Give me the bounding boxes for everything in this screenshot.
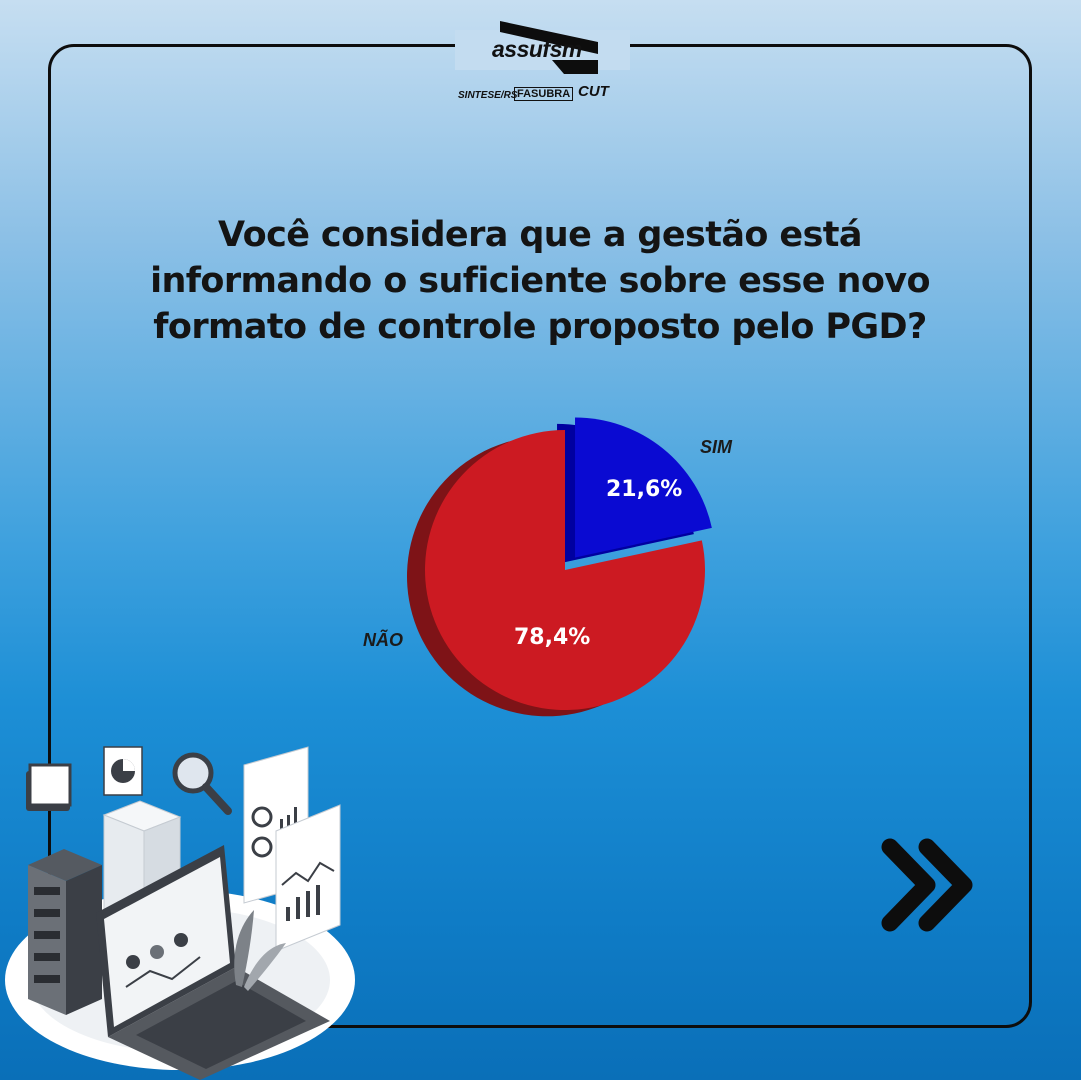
server-laptop-analytics-illustration [5, 746, 355, 1080]
plant [234, 910, 286, 991]
partner-fasubra: FASUBRA [514, 87, 574, 101]
slice-value-sim: 21,6% [606, 477, 683, 502]
partner-logos: SINTESE/RS FASUBRA CUT [458, 83, 628, 106]
pie-slice-0 [575, 417, 712, 558]
pie-slice-1 [425, 430, 705, 710]
pie-chart [407, 417, 712, 717]
slice-label-sim: SIM [700, 437, 733, 457]
pie-icon [103, 746, 143, 796]
folder-icon [26, 763, 72, 811]
partner-cut: CUT [578, 83, 609, 100]
server-rack [28, 849, 102, 1015]
slice-label-nao: NÃO [363, 630, 403, 650]
laptop [96, 845, 330, 1080]
survey-question: Você considera que a gestão está informa… [150, 215, 930, 347]
report-sheet-2 [275, 804, 341, 952]
brand-name: assufsm [492, 36, 582, 62]
brand-logo: assufsm [486, 18, 606, 78]
partner-sintese: SINTESE/RS [458, 90, 518, 101]
magnifier-icon [172, 752, 232, 815]
slice-value-nao: 78,4% [514, 625, 591, 650]
double-chevron-right-icon[interactable] [875, 835, 985, 939]
brand-logo-shape [500, 21, 598, 74]
